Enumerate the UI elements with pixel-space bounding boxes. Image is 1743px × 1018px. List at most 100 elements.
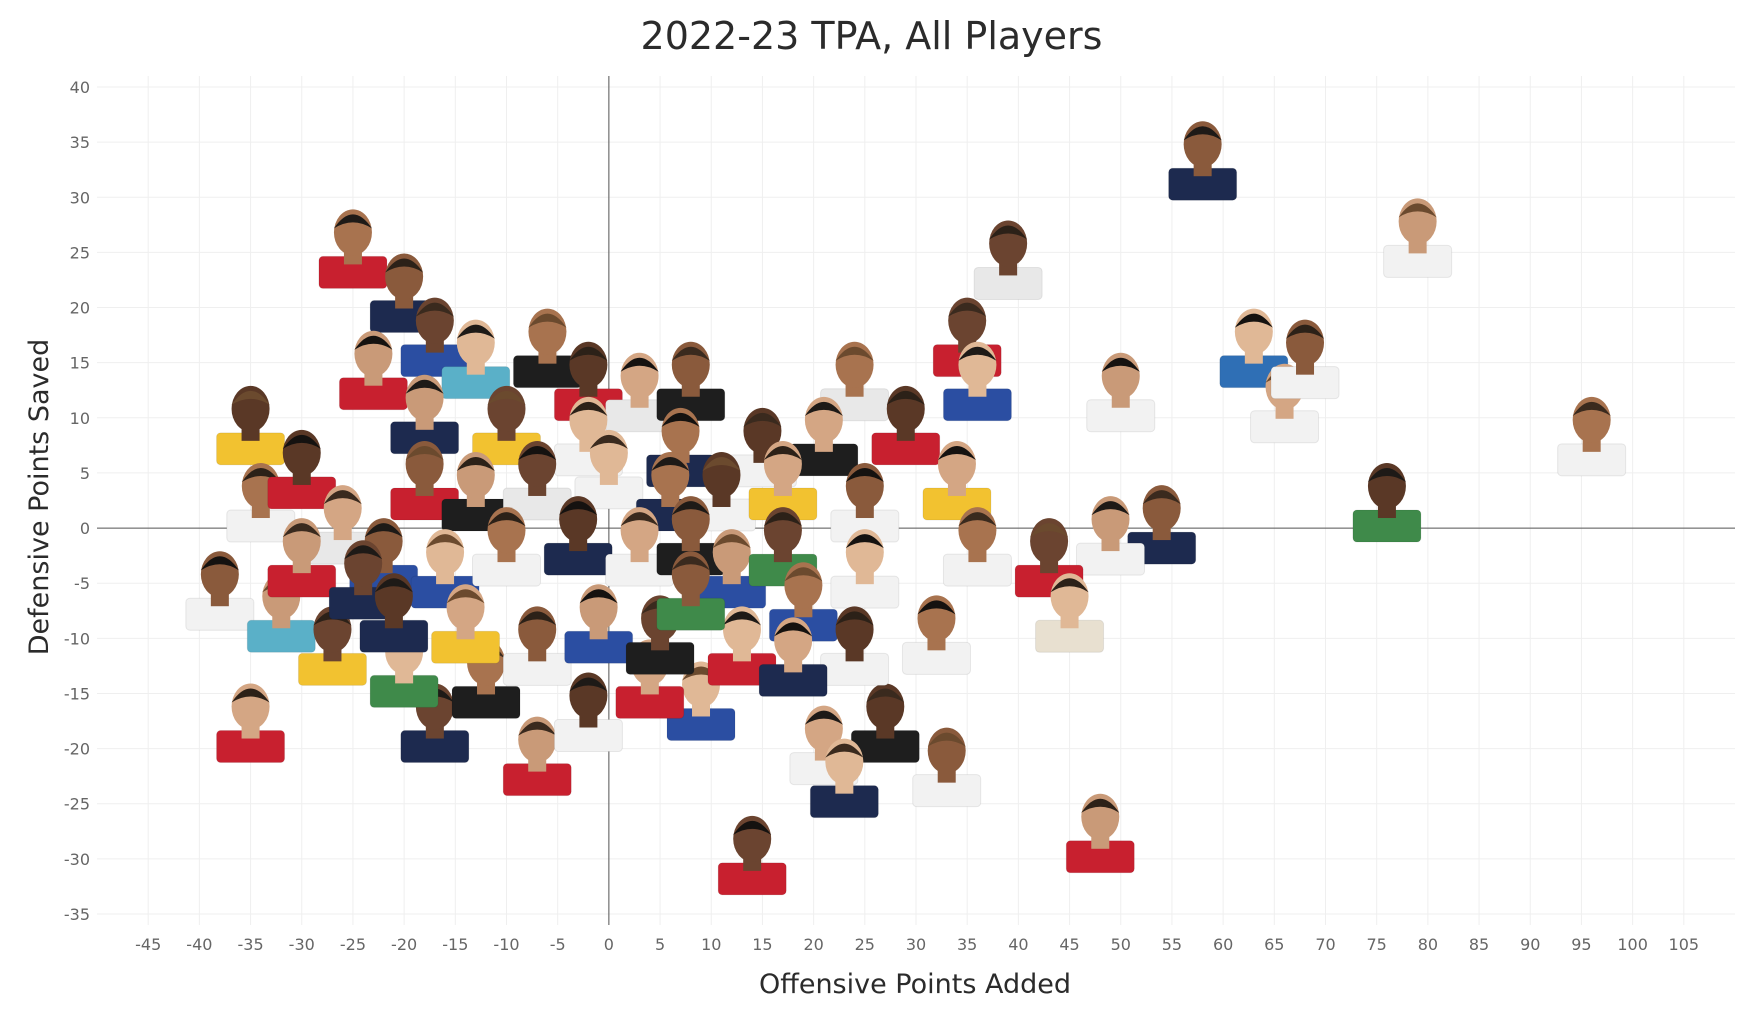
hair xyxy=(559,501,598,516)
hair xyxy=(528,313,567,328)
y-tick-label: -25 xyxy=(64,795,90,814)
hair xyxy=(1286,324,1325,339)
player-headshot-point xyxy=(1168,121,1238,201)
y-tick-label: 0 xyxy=(80,519,90,538)
x-axis-title: Offensive Points Added xyxy=(759,969,1071,1000)
player-headshot-point xyxy=(820,606,890,686)
hair xyxy=(579,589,618,604)
hair xyxy=(333,214,372,229)
hair xyxy=(426,534,465,549)
x-tick-label: -25 xyxy=(340,935,366,954)
hair xyxy=(1234,313,1273,328)
hair xyxy=(374,578,413,593)
player-headshot-point xyxy=(973,220,1043,300)
hair xyxy=(446,589,485,604)
x-tick-label: -30 xyxy=(289,935,315,954)
hair xyxy=(743,412,782,427)
hair xyxy=(825,743,864,758)
hair xyxy=(456,324,495,339)
hair xyxy=(1367,468,1406,483)
player-headshot-point xyxy=(543,496,613,576)
hair xyxy=(282,434,321,449)
y-tick-label: 20 xyxy=(70,299,90,318)
player-headshot-point xyxy=(748,507,818,587)
player-headshot-point xyxy=(338,330,408,411)
player-headshot-point xyxy=(1127,485,1197,565)
data-points xyxy=(185,121,1627,896)
hair xyxy=(866,688,905,703)
hair xyxy=(958,512,997,527)
hair xyxy=(1050,578,1089,593)
hair xyxy=(231,390,270,405)
chart-title: 2022-23 TPA, All Players xyxy=(640,14,1103,58)
player-headshot-point xyxy=(502,716,572,797)
y-tick-label: 10 xyxy=(70,409,90,428)
hair xyxy=(763,512,802,527)
player-headshot-point xyxy=(748,440,818,521)
hair xyxy=(1183,126,1222,141)
x-tick-label: -35 xyxy=(237,935,263,954)
x-tick-label: 35 xyxy=(957,935,977,954)
hair xyxy=(569,677,608,692)
hair xyxy=(569,346,608,361)
y-tick-label: -35 xyxy=(64,905,90,924)
player-headshot-point xyxy=(390,374,460,455)
player-headshot-point xyxy=(441,319,511,400)
hair xyxy=(1101,357,1140,372)
x-tick-label: 60 xyxy=(1213,935,1233,954)
hair xyxy=(651,456,690,471)
player-headshot-point xyxy=(216,385,286,466)
player-headshot-point xyxy=(267,518,337,598)
player-headshot-point xyxy=(1557,396,1627,477)
hair xyxy=(661,412,700,427)
hair xyxy=(241,468,280,483)
player-headshot-point xyxy=(1352,463,1422,543)
hair xyxy=(364,523,403,538)
x-tick-label: 45 xyxy=(1059,935,1079,954)
x-tick-label: 15 xyxy=(752,935,772,954)
hair xyxy=(804,401,843,416)
x-tick-label: -15 xyxy=(442,935,468,954)
hair xyxy=(958,346,997,361)
hair xyxy=(282,523,321,538)
hair xyxy=(405,379,444,394)
hair xyxy=(948,302,987,317)
player-headshot-point xyxy=(328,540,398,620)
hair xyxy=(620,357,659,372)
player-headshot-point xyxy=(656,341,726,422)
player-headshot-point xyxy=(431,584,501,664)
x-tick-label: 85 xyxy=(1469,935,1489,954)
hair xyxy=(1142,490,1181,505)
y-tick-label: 25 xyxy=(70,243,90,262)
player-headshot-point xyxy=(318,209,388,289)
x-tick-label: -10 xyxy=(493,935,519,954)
hair xyxy=(712,534,751,549)
player-headshot-point xyxy=(185,551,255,631)
hair xyxy=(518,611,557,626)
hair xyxy=(487,512,526,527)
y-axis-ticks: 40 35 30 25 20 15 10 5 0 -5 -10 -15 -20 -25 -30 -35 xyxy=(64,78,90,924)
hair xyxy=(1572,401,1611,416)
player-headshot-point xyxy=(359,573,429,653)
x-tick-label: 5 xyxy=(655,935,665,954)
player-headshot-point xyxy=(758,617,828,697)
player-headshot-point xyxy=(707,606,777,686)
hair xyxy=(917,600,956,615)
x-tick-label: 10 xyxy=(701,935,721,954)
player-headshot-point xyxy=(850,683,920,764)
player-headshot-point xyxy=(1270,319,1340,400)
x-tick-label: 70 xyxy=(1315,935,1335,954)
y-tick-label: -20 xyxy=(64,740,90,759)
hair xyxy=(804,710,843,725)
x-tick-label: 40 xyxy=(1008,935,1028,954)
hair xyxy=(733,820,772,835)
hair xyxy=(671,556,710,571)
player-headshot-point xyxy=(502,606,572,686)
player-headshot-point xyxy=(564,584,634,664)
hair xyxy=(937,445,976,460)
player-headshot-point xyxy=(901,595,971,675)
x-tick-label: 50 xyxy=(1111,935,1131,954)
player-headshot-point xyxy=(717,815,787,896)
hair xyxy=(385,258,424,273)
player-headshot-point xyxy=(605,352,675,433)
